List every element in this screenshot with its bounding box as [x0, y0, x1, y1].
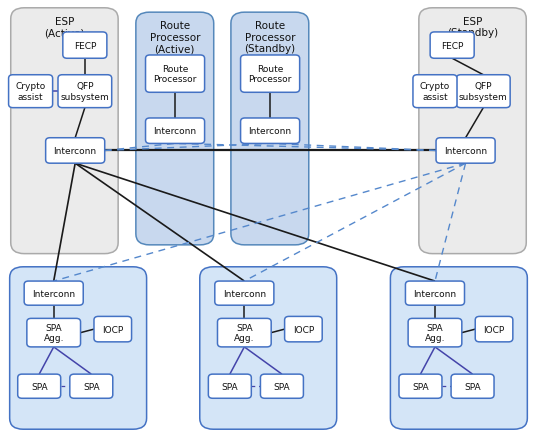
- Text: SPA: SPA: [222, 382, 238, 391]
- FancyBboxPatch shape: [58, 75, 112, 108]
- FancyBboxPatch shape: [419, 9, 526, 254]
- Text: SPA
Agg.: SPA Agg.: [425, 323, 445, 343]
- FancyBboxPatch shape: [399, 374, 442, 399]
- Text: IOCP: IOCP: [102, 325, 124, 334]
- FancyBboxPatch shape: [241, 119, 300, 144]
- FancyBboxPatch shape: [475, 317, 513, 342]
- Text: Crypto
assist: Crypto assist: [420, 82, 450, 102]
- FancyBboxPatch shape: [231, 13, 309, 245]
- FancyBboxPatch shape: [413, 75, 457, 108]
- Text: SPA: SPA: [412, 382, 429, 391]
- Text: Interconn: Interconn: [413, 289, 456, 298]
- Text: SPA: SPA: [31, 382, 47, 391]
- FancyBboxPatch shape: [285, 317, 322, 342]
- Text: Crypto
assist: Crypto assist: [16, 82, 46, 102]
- FancyBboxPatch shape: [94, 317, 132, 342]
- FancyBboxPatch shape: [18, 374, 61, 399]
- Text: SPA
Agg.: SPA Agg.: [234, 323, 255, 343]
- Text: Interconn: Interconn: [223, 289, 266, 298]
- Text: Interconn: Interconn: [154, 127, 197, 136]
- Text: QFP
subsystem: QFP subsystem: [459, 82, 507, 102]
- FancyBboxPatch shape: [9, 75, 53, 108]
- Text: Route
Processor: Route Processor: [154, 65, 197, 84]
- FancyBboxPatch shape: [436, 138, 495, 164]
- Text: QFP
subsystem: QFP subsystem: [61, 82, 109, 102]
- FancyBboxPatch shape: [241, 56, 300, 93]
- FancyBboxPatch shape: [200, 267, 337, 429]
- FancyBboxPatch shape: [217, 319, 271, 347]
- FancyBboxPatch shape: [146, 119, 205, 144]
- FancyBboxPatch shape: [11, 9, 118, 254]
- Text: ESP
(Standby): ESP (Standby): [447, 17, 498, 38]
- FancyBboxPatch shape: [27, 319, 81, 347]
- FancyBboxPatch shape: [208, 374, 251, 399]
- FancyBboxPatch shape: [390, 267, 527, 429]
- FancyBboxPatch shape: [215, 282, 274, 306]
- FancyBboxPatch shape: [70, 374, 113, 399]
- Text: SPA: SPA: [274, 382, 290, 391]
- FancyBboxPatch shape: [46, 138, 105, 164]
- FancyBboxPatch shape: [405, 282, 465, 306]
- Text: FECP: FECP: [441, 42, 463, 50]
- FancyBboxPatch shape: [63, 33, 107, 59]
- Text: Route
Processor
(Active): Route Processor (Active): [149, 21, 200, 54]
- Text: SPA: SPA: [465, 382, 481, 391]
- FancyBboxPatch shape: [24, 282, 83, 306]
- Text: Interconn: Interconn: [32, 289, 75, 298]
- FancyBboxPatch shape: [260, 374, 303, 399]
- Text: IOCP: IOCP: [483, 325, 505, 334]
- FancyBboxPatch shape: [136, 13, 214, 245]
- Text: IOCP: IOCP: [293, 325, 314, 334]
- Text: ESP
(Active): ESP (Active): [44, 17, 85, 38]
- FancyBboxPatch shape: [408, 319, 462, 347]
- FancyBboxPatch shape: [146, 56, 205, 93]
- FancyBboxPatch shape: [456, 75, 510, 108]
- Text: Interconn: Interconn: [444, 147, 487, 155]
- Text: FECP: FECP: [74, 42, 96, 50]
- FancyBboxPatch shape: [430, 33, 474, 59]
- FancyBboxPatch shape: [451, 374, 494, 399]
- Text: Interconn: Interconn: [54, 147, 97, 155]
- FancyBboxPatch shape: [10, 267, 147, 429]
- Text: SPA
Agg.: SPA Agg.: [43, 323, 64, 343]
- Text: Interconn: Interconn: [249, 127, 292, 136]
- Text: Route
Processor
(Standby): Route Processor (Standby): [244, 21, 295, 54]
- Text: SPA: SPA: [83, 382, 99, 391]
- Text: Route
Processor: Route Processor: [249, 65, 292, 84]
